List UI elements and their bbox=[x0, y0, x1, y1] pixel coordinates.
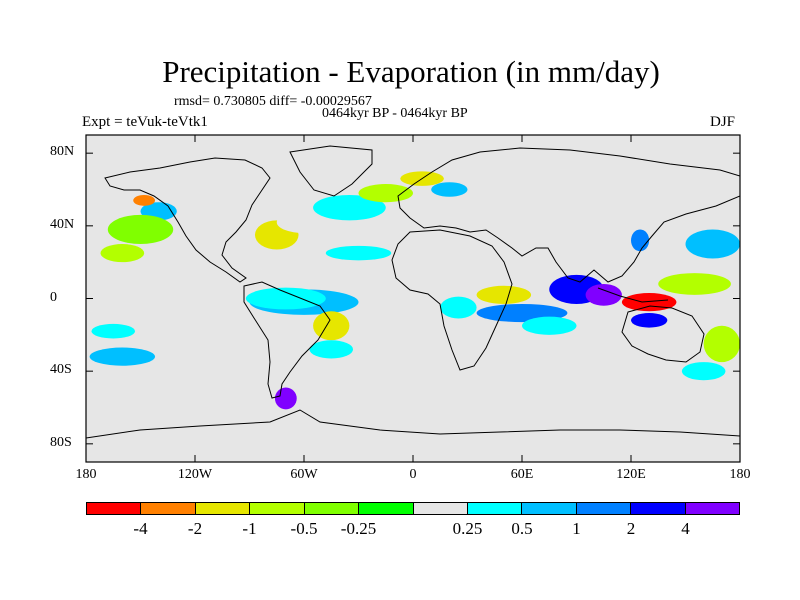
colorbar-swatch-9 bbox=[576, 503, 632, 514]
lon-tick-label: 60W bbox=[290, 467, 318, 482]
season-label: DJF bbox=[710, 114, 736, 130]
colorbar-label: -2 bbox=[187, 519, 203, 538]
anomaly-region-11 bbox=[358, 184, 413, 203]
anomaly-field bbox=[89, 171, 740, 423]
lat-tick-label: 40S bbox=[50, 362, 72, 378]
anomaly-region-13 bbox=[431, 182, 468, 197]
lon-tick-label: 120E bbox=[616, 467, 646, 482]
axis-ticks bbox=[85, 135, 741, 462]
coastline-south-america bbox=[243, 281, 331, 399]
anomaly-region-37 bbox=[558, 351, 632, 373]
anomaly-region-3 bbox=[91, 323, 136, 339]
anomaly-region-15 bbox=[325, 245, 392, 261]
lon-tick-label: 120W bbox=[177, 467, 213, 482]
anomaly-region-7 bbox=[100, 244, 145, 263]
anomaly-region-24 bbox=[476, 285, 532, 304]
anomaly-region-21 bbox=[104, 411, 214, 423]
anomaly-region-10 bbox=[313, 194, 386, 221]
anomaly-region-22 bbox=[440, 296, 477, 319]
lat-tick-label: 40N bbox=[50, 216, 75, 232]
lon-tick-label: 0 bbox=[409, 467, 417, 482]
experiment-label: Expt = teVuk-teVtk1 bbox=[82, 114, 208, 130]
anomaly-region-34 bbox=[631, 229, 650, 252]
anomaly-region-17 bbox=[309, 340, 354, 359]
colorbar-swatch-4 bbox=[304, 503, 360, 514]
lon-tick-label: 180 bbox=[75, 467, 97, 482]
anomaly-region-23 bbox=[452, 320, 483, 343]
coastline-australia bbox=[621, 305, 705, 363]
colorbar-label: -1 bbox=[242, 519, 257, 538]
colorbar-swatch-11 bbox=[685, 503, 740, 514]
anomaly-region-14 bbox=[222, 247, 277, 263]
lat-tick-label: 80S bbox=[50, 434, 72, 450]
anomaly-region-20 bbox=[274, 387, 297, 410]
colorbar-label: 0.5 bbox=[511, 519, 533, 538]
anomaly-region-35 bbox=[703, 325, 740, 363]
anomaly-region-9 bbox=[276, 211, 332, 234]
colorbar-label: -0.25 bbox=[340, 519, 377, 538]
colorbar-swatch-2 bbox=[195, 503, 251, 514]
colorbar-label: -4 bbox=[133, 519, 148, 538]
anomaly-region-19 bbox=[89, 347, 156, 366]
anomaly-region-5 bbox=[133, 194, 156, 206]
lat-tick-label: 80N bbox=[50, 144, 75, 160]
colorbar-swatch-10 bbox=[631, 503, 686, 514]
anomaly-region-33 bbox=[640, 207, 695, 226]
anomaly-region-6 bbox=[107, 214, 174, 244]
coastline-indonesia bbox=[597, 287, 669, 303]
colorbar-label: 1 bbox=[572, 519, 581, 538]
anomaly-region-16 bbox=[313, 311, 350, 341]
anomaly-region-36 bbox=[681, 362, 726, 381]
plot-title: Precipitation - Evaporation (in mm/day) bbox=[162, 54, 660, 89]
anomaly-region-28 bbox=[585, 283, 622, 306]
lat-tick-label: 0 bbox=[50, 289, 57, 305]
coastline-eurasia bbox=[397, 147, 740, 283]
period-label: 0464kyr BP - 0464kyr BP bbox=[322, 106, 468, 121]
colorbar-swatch-7 bbox=[467, 503, 523, 514]
anomaly-region-1 bbox=[245, 287, 326, 310]
anomaly-region-31 bbox=[658, 273, 731, 295]
coastlines bbox=[86, 145, 740, 439]
colorbar-label: -0.5 bbox=[290, 519, 318, 538]
colorbar-label: 0.25 bbox=[452, 519, 483, 538]
colorbar-swatch-3 bbox=[250, 503, 305, 514]
statistics-label: rmsd= 0.730805 diff= -0.00029567 bbox=[174, 94, 372, 109]
anomaly-region-32 bbox=[685, 229, 740, 259]
colorbar-swatch-5 bbox=[359, 503, 414, 514]
coastline-north-america bbox=[104, 157, 271, 283]
anomaly-region-26 bbox=[522, 316, 577, 335]
colorbar-label: 2 bbox=[626, 519, 636, 538]
colorbar-swatch-0 bbox=[87, 503, 142, 514]
anomaly-region-29 bbox=[621, 293, 677, 312]
anomaly-region-30 bbox=[631, 313, 668, 328]
coastline-antarctica bbox=[86, 409, 740, 439]
lon-tick-label: 180 bbox=[729, 467, 751, 482]
colorbar-label: 4 bbox=[681, 519, 690, 538]
colorbar-swatch-1 bbox=[141, 503, 196, 514]
anomaly-region-18 bbox=[149, 333, 241, 355]
anomaly-region-2 bbox=[89, 309, 192, 324]
colorbar-swatch-6 bbox=[413, 503, 468, 514]
colorbar-swatch-8 bbox=[522, 503, 577, 514]
coastline-africa bbox=[391, 229, 513, 371]
colorbar bbox=[86, 502, 740, 515]
coastline-greenland bbox=[289, 145, 373, 197]
lon-tick-label: 60E bbox=[510, 467, 534, 482]
